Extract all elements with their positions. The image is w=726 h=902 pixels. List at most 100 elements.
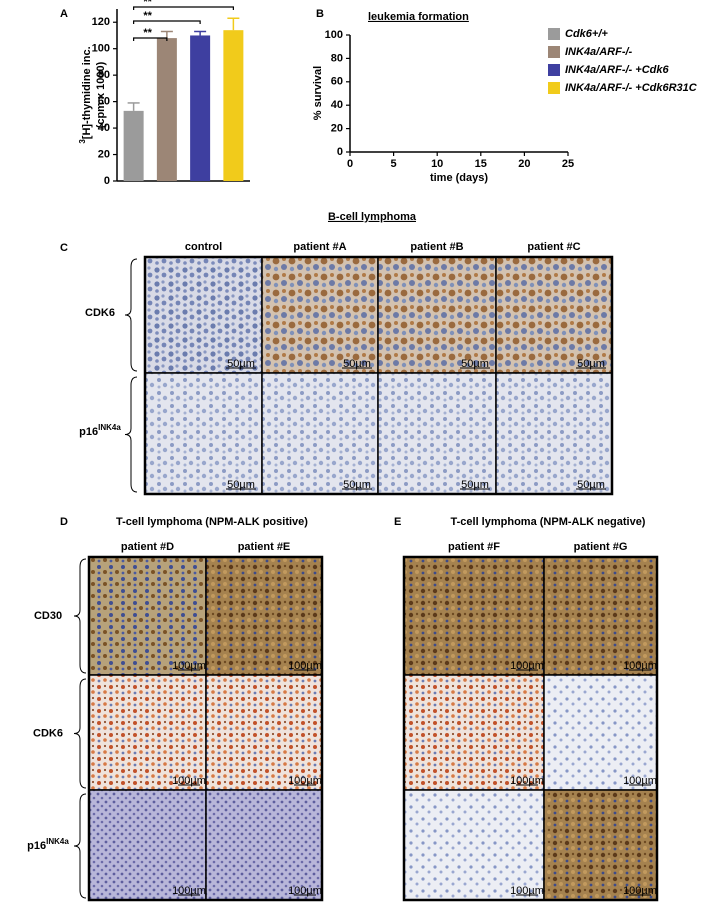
scale-bar-label: 100µm [623,660,657,672]
brace [73,793,87,899]
column-header: patient #E [238,541,291,553]
legend-label: Cdk6+/+ [565,28,608,40]
y-tick-label: 80 [331,52,343,64]
brace [73,558,87,674]
y-axis-label: 3[H]-thymidine inc. [78,46,93,143]
micrograph [403,789,545,901]
scale-bar-label: 100µm [623,885,657,897]
grid-frame [402,555,659,902]
scale-bar-label: 50µm [461,358,489,370]
panel-label: B [316,8,324,20]
y-axis-label: (cpm x 1000) [95,61,107,128]
brace [124,376,138,493]
brace [73,678,87,789]
x-tick-label: 0 [347,158,353,170]
brace [124,258,138,372]
bar [223,30,244,181]
section-title: T-cell lymphoma (NPM-ALK positive) [116,516,308,528]
row-label-sup: INK4a [98,423,121,432]
micrograph [144,256,263,374]
scale-bar-label: 100µm [288,660,322,672]
legend-label: INK4a/ARF-/- +Cdk6R31C [565,82,698,94]
scale-bar-label: 50µm [227,479,255,491]
row-label: p16INK4a [27,837,69,852]
column-header: patient #G [574,541,628,553]
significance-label: ** [143,27,152,39]
bar [123,110,144,181]
chart-title: leukemia formation [368,11,469,23]
scale-bar-label: 50µm [343,358,371,370]
scale-bar-label: 100µm [510,660,544,672]
y-tick-label: 20 [331,123,343,135]
x-tick-label: 5 [391,158,397,170]
significance-bracket [133,20,201,24]
scale-bar-label: 50µm [461,479,489,491]
significance-label: ** [143,10,152,22]
micrograph [261,372,379,495]
x-tick-label: 15 [475,158,487,170]
micrograph [88,556,207,676]
micrograph [495,256,613,374]
micrograph [205,789,323,901]
y-axis-label-sup: 3 [78,139,87,144]
section-title: B-cell lymphoma [328,211,417,223]
y-tick-label: 40 [98,122,110,134]
column-header: patient #D [121,541,174,553]
micrograph [88,674,207,791]
scale-bar-label: 100µm [172,775,206,787]
significance-label: ** [143,0,152,8]
legend-swatch [548,28,560,40]
x-axis-label: time (days) [430,172,488,184]
micrograph [377,372,497,495]
panel-label: D [60,516,68,528]
micrograph [543,789,658,901]
micrograph [495,372,613,495]
scale-bar-label: 50µm [343,479,371,491]
scale-bar-label: 100µm [172,885,206,897]
column-header: control [185,241,222,253]
x-tick-label: 10 [431,158,443,170]
panel-label: E [394,516,401,528]
bar [190,35,211,181]
bar [156,38,177,181]
y-tick-label: 20 [98,148,110,160]
y-tick-label: 60 [98,96,110,108]
scale-bar-label: 100µm [623,775,657,787]
column-header: patient #F [448,541,500,553]
legend-swatch [548,46,560,58]
micrograph [205,674,323,791]
micrograph [205,556,323,676]
y-axis-label-base: [H]-thymidine inc. [81,46,93,139]
significance-bracket [133,6,234,10]
row-label: CD30 [34,610,62,622]
panel-label: C [60,242,68,254]
legend-swatch [548,64,560,76]
micrograph [403,556,545,676]
scale-bar-label: 100µm [510,885,544,897]
y-tick-label: 100 [92,43,110,55]
scale-bar-label: 50µm [577,358,605,370]
legend-label: INK4a/ARF-/- +Cdk6 [565,64,669,76]
y-tick-label: 120 [92,16,110,28]
y-tick-label: 80 [98,69,110,81]
row-label: CDK6 [33,727,63,739]
grid-frame [143,255,614,496]
row-label-base: p16 [79,426,98,438]
row-label-sup: INK4a [46,837,69,846]
row-label: CDK6 [85,307,115,319]
micrograph [261,256,379,374]
y-tick-label: 40 [331,99,343,111]
micrograph [88,789,207,901]
y-tick-label: 0 [337,146,343,158]
y-tick-label: 100 [325,29,343,41]
panel-label: A [60,8,68,20]
y-axis-label: % survival [312,66,324,120]
x-tick-label: 20 [518,158,530,170]
scale-bar-label: 100µm [288,885,322,897]
micrograph [543,674,658,791]
row-label: p16INK4a [79,423,121,438]
column-header: patient #B [410,241,463,253]
x-tick-label: 25 [562,158,574,170]
scale-bar-label: 100µm [288,775,322,787]
